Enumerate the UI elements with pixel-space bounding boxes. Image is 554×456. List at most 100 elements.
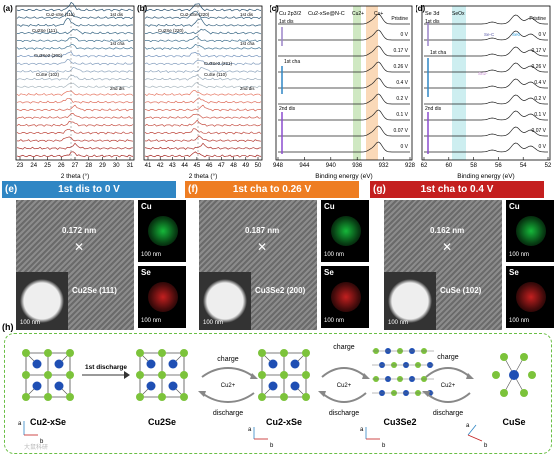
se-atom — [66, 393, 74, 401]
xrd-pattern — [16, 44, 134, 50]
panel-h-label: (h) — [2, 322, 14, 332]
hrtem-image: 0.172 nm ✕ Cu2Se (111) 100 nm — [16, 200, 134, 330]
se-atom — [44, 349, 52, 357]
axes-triad-3: ab — [360, 427, 386, 449]
xrd-pattern — [16, 90, 134, 97]
xrd-pattern — [144, 3, 262, 12]
tick-label: 48 — [230, 163, 237, 169]
cu-atom — [54, 381, 64, 391]
xrd-pattern — [16, 136, 134, 143]
charge-text-2: charge — [333, 344, 355, 351]
a-peak-4: CuSe (102) — [36, 72, 60, 77]
b-peak-4: CuSe (110) — [204, 72, 227, 77]
se-atom — [180, 393, 188, 401]
se-atom — [258, 371, 266, 379]
xps-spectrum — [278, 109, 410, 121]
xrd-pattern — [16, 113, 134, 120]
tem-header: (f) 1st cha to 0.26 V — [185, 181, 359, 198]
discharge-text-1: discharge — [213, 410, 243, 417]
panel-d-xlabel: Binding energy (eV) — [457, 173, 514, 180]
xrd-pattern — [16, 97, 134, 104]
se-atom — [500, 353, 508, 361]
tick-label: 936 — [352, 163, 363, 169]
xrd-pattern — [16, 120, 134, 127]
svg-text:a: a — [18, 421, 22, 427]
se-atom — [158, 371, 166, 379]
cu-atom — [290, 359, 300, 369]
tick-label: 42 — [157, 163, 164, 169]
xps-spectrum — [424, 110, 548, 121]
discharge-text-3: discharge — [433, 410, 463, 417]
tick-label: 41 — [145, 163, 152, 169]
se-atom — [158, 349, 166, 357]
hrtem-image: 0.162 nm ✕ CuSe (102) 100 nm — [384, 200, 502, 330]
se-atom — [180, 371, 188, 379]
tick-label: 43 — [169, 163, 176, 169]
xrd-pattern — [145, 28, 262, 35]
cu-atom — [168, 381, 178, 391]
xps-spectrum — [424, 94, 548, 105]
first-discharge-text: 1st discharge — [85, 364, 127, 371]
xps-spectrum — [424, 14, 548, 25]
xps-spectrum — [278, 77, 410, 89]
tick-label: 25 — [44, 163, 51, 169]
first-discharge-arrow — [82, 371, 130, 379]
d-se0: Se0 — [512, 32, 521, 37]
xps-spectrum — [278, 93, 410, 105]
a-peak-1: Cu2-xSe (111) — [46, 12, 75, 17]
xrd-pattern — [17, 17, 134, 27]
c-stage-2: 1st cha — [284, 59, 300, 65]
xrd-pattern — [144, 10, 262, 20]
panel-c-xps: (c) 948 944 940 936 932 928 Binding energy (e… — [270, 4, 416, 180]
tick-label: 60 — [445, 163, 452, 169]
xps-spectrum — [278, 125, 410, 137]
c-stage-1: 1st dis — [279, 19, 294, 25]
tick-label: 31 — [127, 163, 134, 169]
svg-text:a: a — [466, 423, 470, 429]
tick-label: 940 — [326, 163, 337, 169]
xrd-pattern — [144, 35, 262, 43]
se-atom — [492, 371, 500, 379]
voltage-label: 0 V — [400, 32, 408, 38]
tick-label: 47 — [218, 163, 225, 169]
xps-spectrum — [278, 13, 410, 25]
xrd-pattern — [17, 28, 134, 35]
xrd-pattern — [144, 52, 262, 58]
xrd-pattern — [144, 135, 262, 143]
charge-text-1: charge — [217, 356, 239, 363]
tick-label: 30 — [113, 163, 120, 169]
se-atom — [258, 393, 266, 401]
panel-a-label: (a) — [3, 4, 13, 13]
xrd-pattern — [16, 142, 134, 150]
xps-spectrum — [278, 45, 410, 57]
xrd-pattern — [144, 59, 262, 66]
b-stage-3: 2nd dis — [240, 86, 255, 91]
tick-label: 944 — [299, 163, 310, 169]
panel-a-xrd: (a) 23 24 25 26 27 28 29 30 31 2 theta (°) Cu2-x… — [3, 2, 135, 180]
se-atom — [280, 371, 288, 379]
se-atom — [258, 349, 266, 357]
xrd-pattern — [144, 43, 262, 50]
xrd-pattern — [144, 97, 262, 104]
tem-header: (g) 1st cha to 0.4 V — [370, 181, 544, 198]
voltage-label: Pristine — [391, 16, 408, 22]
xrd-pattern — [16, 104, 134, 112]
se-atom — [158, 393, 166, 401]
scheme-diagram: 1st discharge charge Cu2+ discharge char… — [18, 344, 536, 451]
tick-label: 62 — [421, 163, 428, 169]
cu-atom — [32, 359, 42, 369]
xrd-pattern — [145, 18, 262, 27]
voltage-label: 0.26 V — [394, 64, 409, 70]
d-stage-1: 1st dis — [425, 19, 440, 25]
xps-spectrum — [278, 29, 410, 41]
xrd-pattern — [144, 82, 262, 89]
voltage-label: 0 V — [538, 32, 546, 38]
cu-atom — [268, 359, 278, 369]
charge-text-3: charge — [437, 354, 459, 361]
svg-text:b: b — [382, 443, 386, 449]
cu-eds-map: Cu 100 nm — [506, 200, 554, 262]
ion-text-1: Cu2+ — [221, 383, 236, 389]
tick-label: 49 — [242, 163, 249, 169]
tick-label: 46 — [206, 163, 213, 169]
se-atom — [180, 349, 188, 357]
